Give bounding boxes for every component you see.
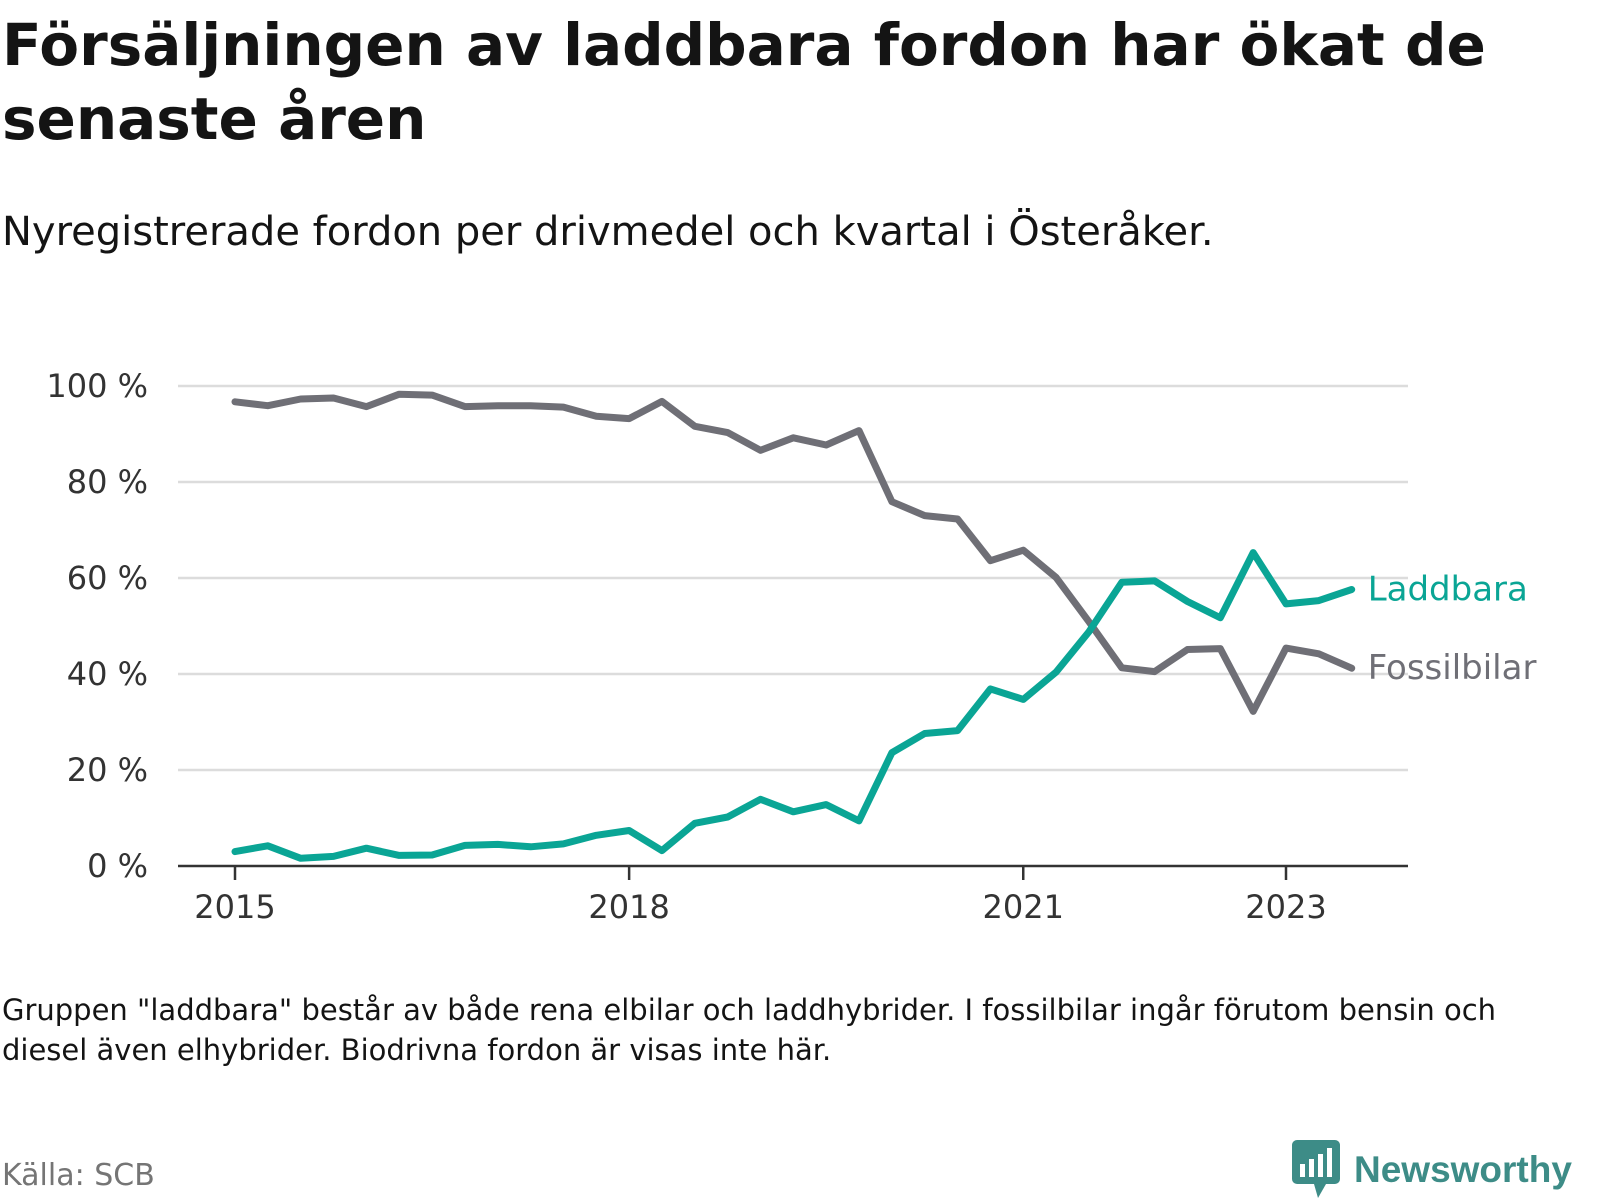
series-label-laddbara: Laddbara xyxy=(1368,570,1528,610)
y-tick-label: 80 % xyxy=(67,463,148,501)
chart-subtitle: Nyregistrerade fordon per drivmedel och … xyxy=(2,209,1214,255)
y-tick-label: 40 % xyxy=(67,655,148,693)
series-line-laddbara xyxy=(231,549,1356,862)
brand-name: Newsworthy xyxy=(1354,1149,1572,1190)
x-tick-label: 2015 xyxy=(194,888,275,926)
x-tick-label: 2018 xyxy=(588,888,669,926)
y-tick-label: 20 % xyxy=(67,751,148,789)
newsworthy-logo: Newsworthy xyxy=(1292,1140,1572,1200)
y-axis-ticks: 0 % 20 % 40 % 60 % 80 % 100 % xyxy=(46,367,148,885)
series-label-fossil: Fossilbilar xyxy=(1368,648,1537,688)
x-axis: 2015 2018 2021 2023 xyxy=(178,864,1408,926)
chart-footnote: Gruppen "laddbara" består av både rena e… xyxy=(2,993,1497,1067)
source-credit: Källa: SCB xyxy=(2,1158,155,1193)
x-tick-label: 2021 xyxy=(983,888,1064,926)
series-end-labels: Laddbara Fossilbilar xyxy=(1368,570,1537,689)
line-chart: 0 % 20 % 40 % 60 % 80 % 100 % 2015 2018 2021 202… xyxy=(46,367,1537,926)
series-lines xyxy=(231,390,1356,862)
x-tick-label: 2023 xyxy=(1245,888,1326,926)
y-tick-label: 60 % xyxy=(67,559,148,597)
gridlines xyxy=(178,384,1408,772)
newsworthy-logo-icon xyxy=(1292,1140,1340,1198)
y-tick-label: 100 % xyxy=(46,367,148,405)
series-line-fossil xyxy=(231,390,1356,715)
chart-title: Försäljningen av laddbara fordon har öka… xyxy=(2,11,1486,153)
y-tick-label: 0 % xyxy=(87,847,148,885)
